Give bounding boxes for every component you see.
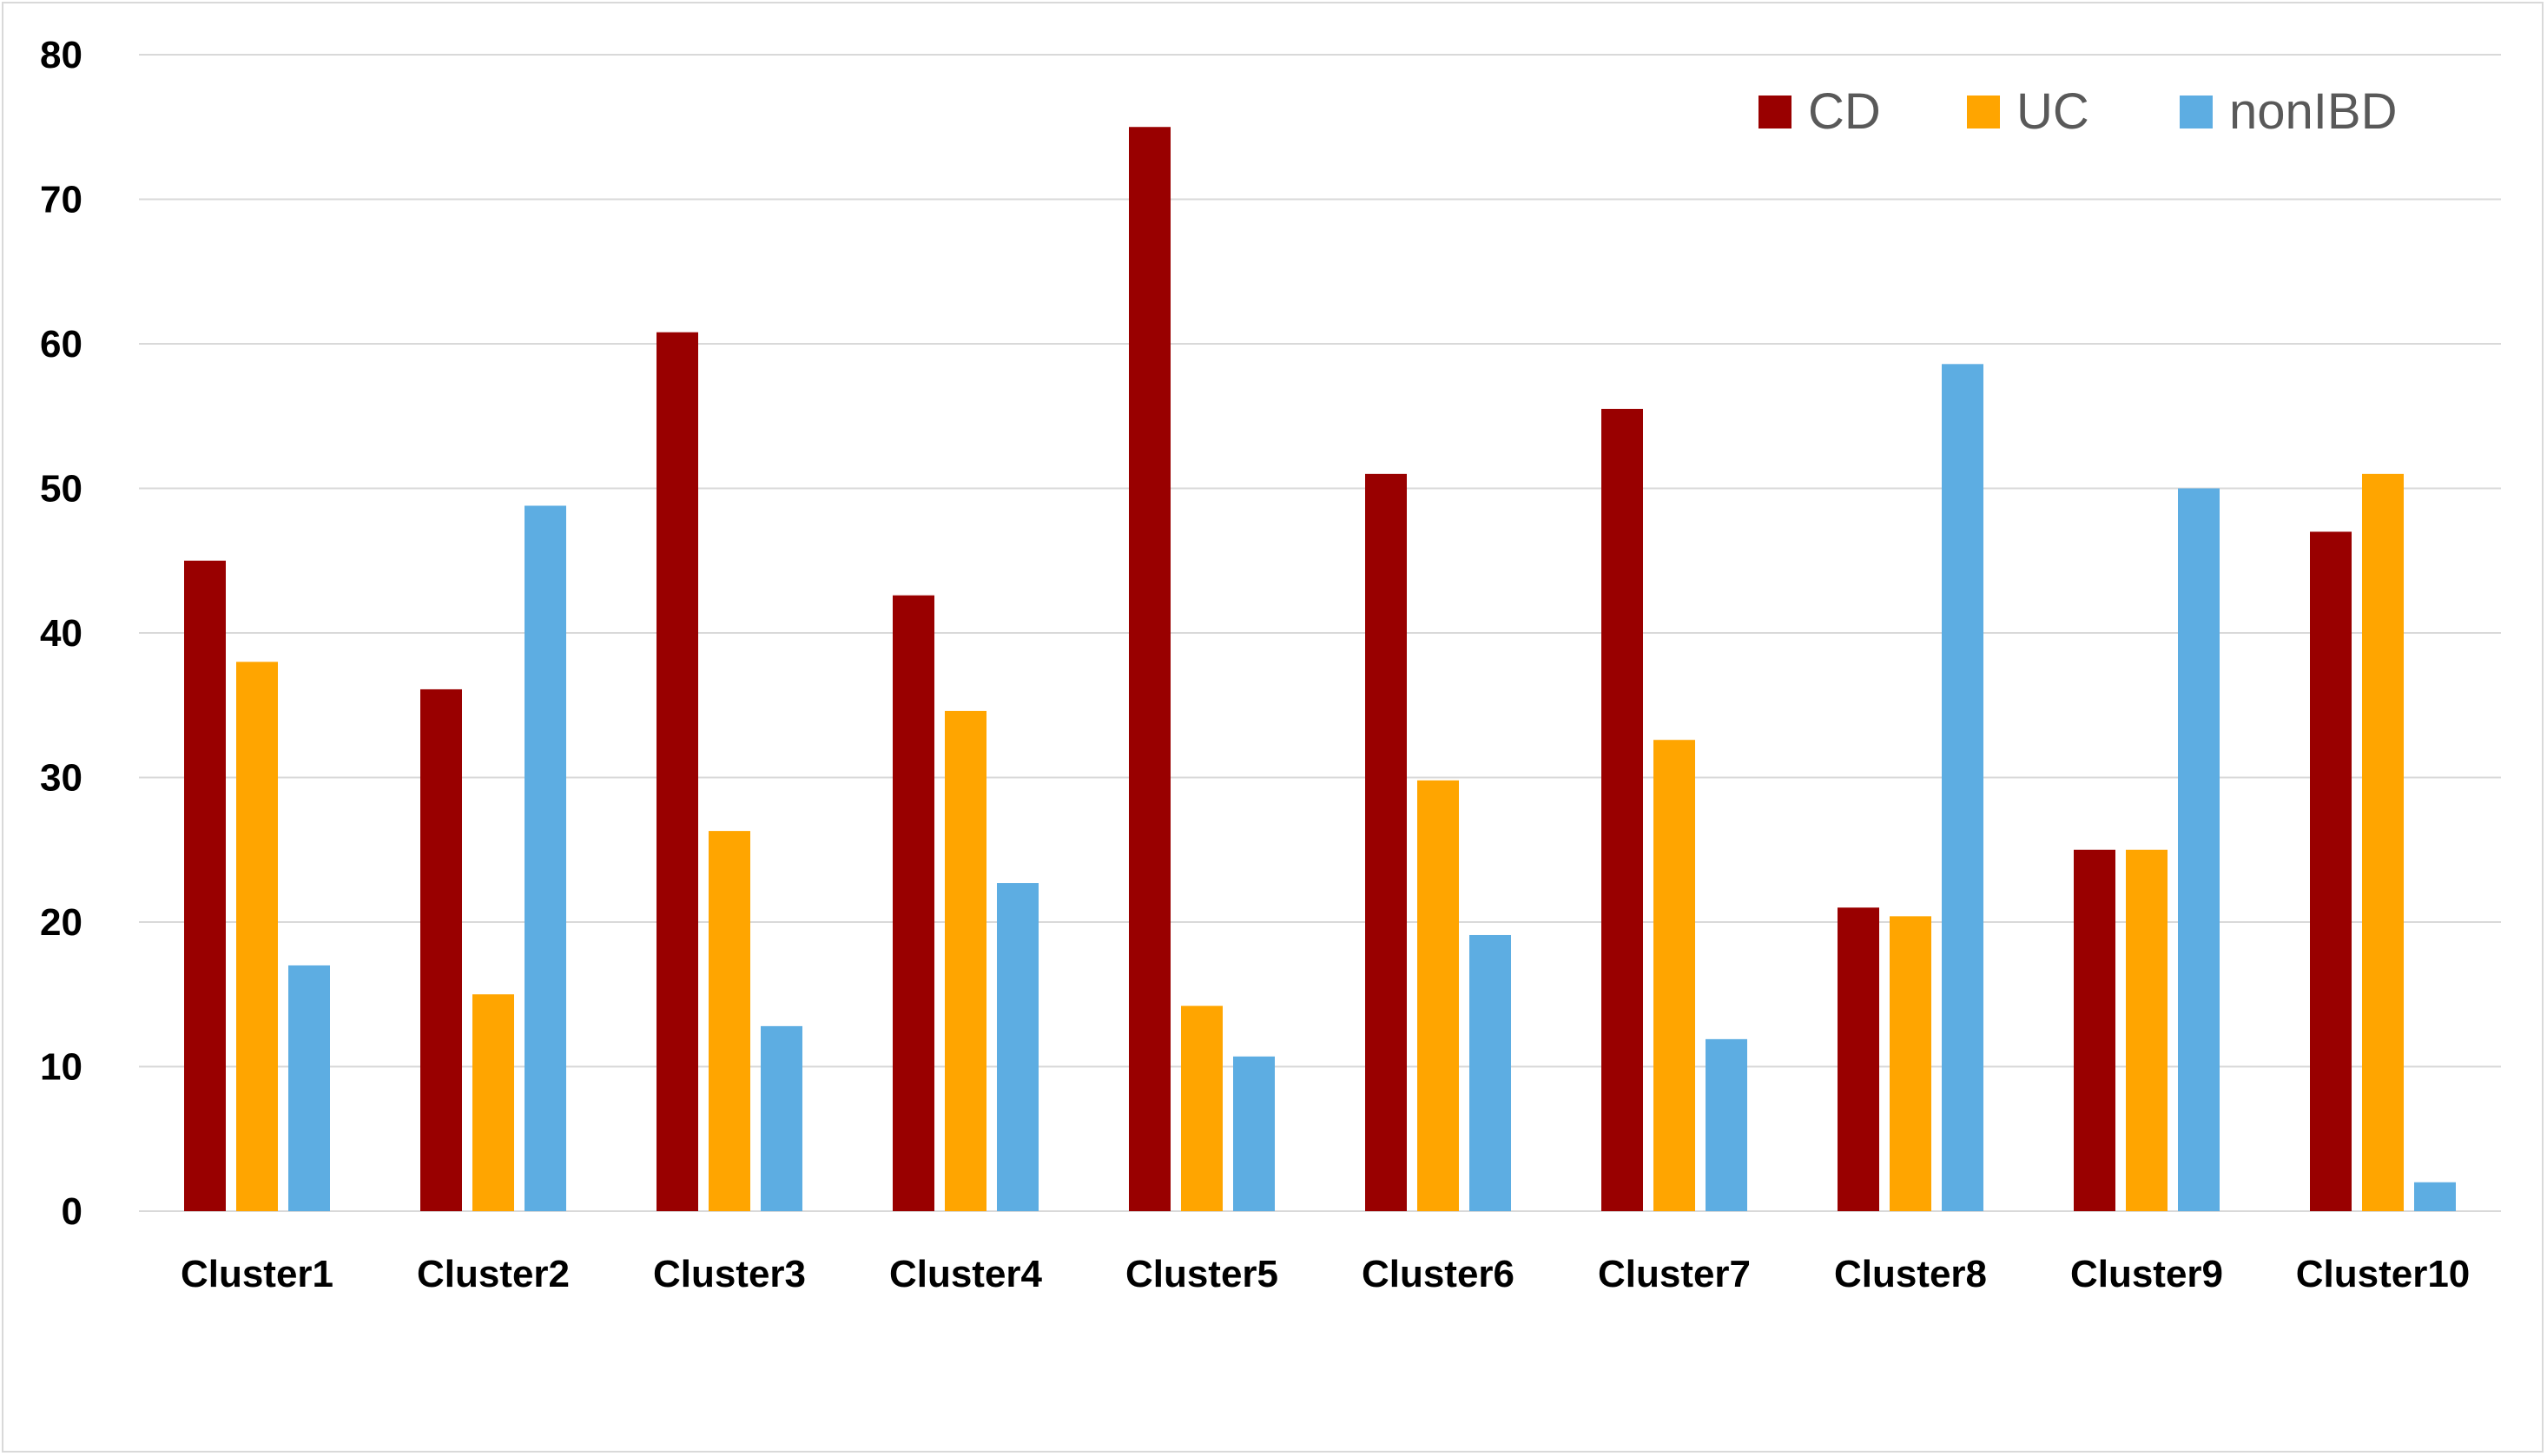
- bar-CD-Cluster4: [893, 595, 934, 1211]
- x-tick-label: Cluster7: [1598, 1253, 1751, 1295]
- x-tick-label: Cluster5: [1125, 1253, 1278, 1295]
- bar-nonIBD-Cluster1: [288, 965, 330, 1211]
- x-tick-label: Cluster9: [2070, 1253, 2223, 1295]
- legend-label: CD: [1808, 83, 1881, 140]
- bar-nonIBD-Cluster3: [761, 1025, 802, 1211]
- bar-UC-Cluster7: [1653, 740, 1695, 1211]
- x-tick-label: Cluster4: [889, 1253, 1043, 1295]
- y-axis-ticks: 0 10 20 30 40 50 60 70 80: [40, 34, 82, 1233]
- legend-swatch: [1758, 96, 1791, 128]
- x-tick-label: Cluster10: [2296, 1253, 2471, 1295]
- legend-item-CD: CD: [1758, 83, 1881, 140]
- bar-UC-Cluster5: [1181, 1005, 1223, 1211]
- y-tick-label: 20: [40, 901, 82, 944]
- bar-CD-Cluster7: [1601, 408, 1643, 1211]
- bar-CD-Cluster1: [184, 560, 226, 1211]
- y-tick-label: 30: [40, 757, 82, 800]
- bar-UC-Cluster2: [472, 994, 514, 1211]
- bar-nonIBD-Cluster5: [1233, 1056, 1275, 1211]
- bar-UC-Cluster4: [945, 710, 986, 1211]
- x-axis-ticks: Cluster1 Cluster2 Cluster3 Cluster4 Cluster5…: [181, 1253, 2470, 1295]
- bar-nonIBD-Cluster7: [1706, 1038, 1747, 1211]
- bar-CD-Cluster8: [1838, 907, 1879, 1211]
- bars: [184, 127, 2456, 1211]
- bar-UC-Cluster1: [236, 662, 278, 1211]
- bar-nonIBD-Cluster4: [997, 883, 1039, 1211]
- bar-UC-Cluster8: [1890, 916, 1931, 1211]
- bar-nonIBD-Cluster6: [1469, 934, 1511, 1211]
- x-tick-label: Cluster8: [1834, 1253, 1987, 1295]
- bar-UC-Cluster10: [2362, 473, 2404, 1211]
- legend-label: nonIBD: [2229, 83, 2397, 140]
- bar-nonIBD-Cluster9: [2178, 488, 2220, 1211]
- bar-CD-Cluster2: [420, 688, 462, 1211]
- bar-CD-Cluster9: [2074, 849, 2115, 1211]
- legend-item-UC: UC: [1967, 83, 2089, 140]
- bar-CD-Cluster6: [1365, 473, 1407, 1211]
- y-tick-label: 60: [40, 323, 82, 366]
- y-tick-label: 80: [40, 34, 82, 76]
- legend-swatch: [1967, 96, 2000, 128]
- y-tick-label: 0: [62, 1190, 82, 1233]
- bar-UC-Cluster9: [2126, 849, 2168, 1211]
- y-tick-label: 50: [40, 468, 82, 511]
- legend: CD UC nonIBD: [1758, 83, 2397, 140]
- legend-label: UC: [2016, 83, 2089, 140]
- bar-nonIBD-Cluster10: [2414, 1182, 2456, 1211]
- x-tick-label: Cluster6: [1362, 1253, 1514, 1295]
- legend-swatch: [2180, 96, 2213, 128]
- x-tick-label: Cluster3: [653, 1253, 806, 1295]
- bar-CD-Cluster3: [657, 332, 698, 1211]
- bar-UC-Cluster6: [1417, 780, 1459, 1211]
- legend-item-nonIBD: nonIBD: [2180, 83, 2397, 140]
- x-tick-label: Cluster2: [417, 1253, 570, 1295]
- bar-nonIBD-Cluster8: [1942, 364, 1983, 1211]
- bar-CD-Cluster10: [2310, 531, 2352, 1211]
- bar-CD-Cluster5: [1129, 127, 1171, 1211]
- y-tick-label: 10: [40, 1046, 82, 1089]
- y-tick-label: 70: [40, 179, 82, 221]
- bar-UC-Cluster3: [709, 831, 750, 1211]
- x-tick-label: Cluster1: [181, 1253, 333, 1295]
- bar-nonIBD-Cluster2: [525, 505, 566, 1211]
- y-tick-label: 40: [40, 612, 82, 655]
